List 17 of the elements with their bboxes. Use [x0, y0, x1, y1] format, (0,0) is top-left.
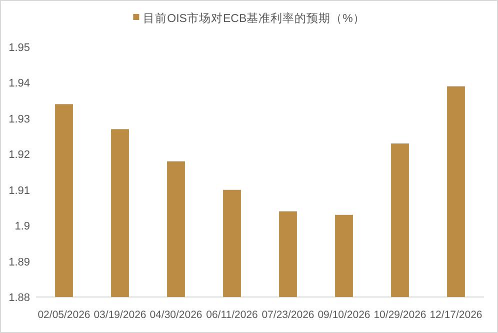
x-tick-label: 03/19/2026: [94, 309, 146, 321]
x-tick-label: 04/30/2026: [150, 309, 202, 321]
y-tick-label: 1.94: [8, 78, 30, 90]
x-tick-label: 09/10/2026: [318, 309, 370, 321]
legend-label: 目前OIS市场对ECB基准利率的预期（%）: [143, 11, 365, 25]
y-tick-label: 1.88: [8, 292, 30, 304]
y-tick-label: 1.92: [8, 149, 30, 162]
x-tick-label: 06/11/2026: [206, 309, 258, 321]
y-tick-label: 1.93: [8, 113, 30, 126]
x-tick-label: 12/17/2026: [430, 309, 482, 321]
x-tick-label: 02/05/2026: [38, 309, 90, 321]
y-tick-label: 1.9: [14, 220, 30, 233]
y-tick-label: 1.89: [8, 256, 30, 268]
y-tick-label: 1.91: [8, 184, 30, 197]
y-tick-label: 1.95: [8, 42, 30, 54]
x-tick-label: 07/23/2026: [262, 309, 314, 321]
x-tick-label: 10/29/2026: [374, 309, 426, 321]
